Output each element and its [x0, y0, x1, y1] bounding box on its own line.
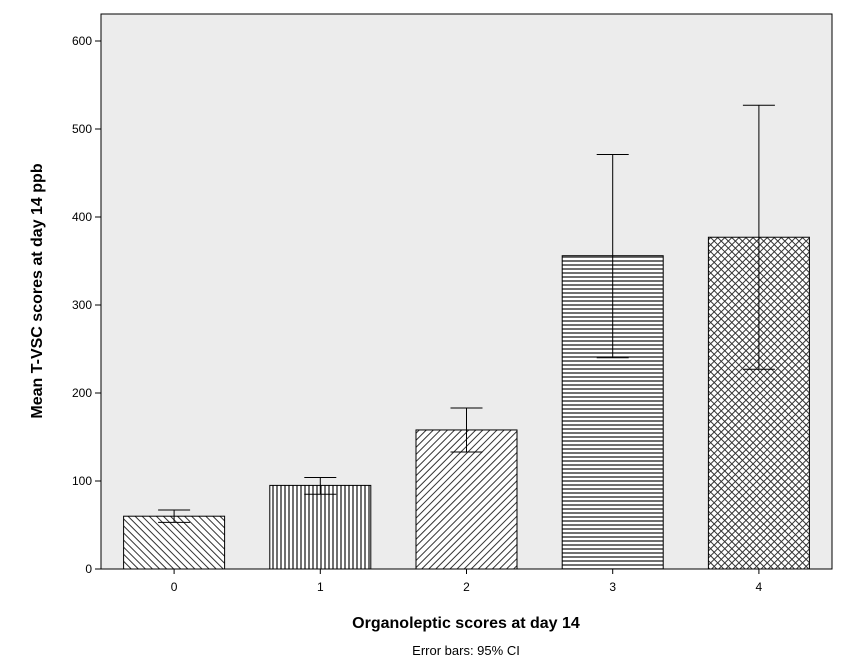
x-tick-label-0: 0 [171, 580, 178, 594]
bar-2 [415, 429, 518, 570]
y-axis-title: Mean T-VSC scores at day 14 ppb [29, 163, 46, 418]
y-tick-label: 400 [72, 210, 92, 224]
y-tick-label: 200 [72, 386, 92, 400]
y-tick-label: 0 [85, 562, 92, 576]
error-bars-note: Error bars: 95% CI [412, 643, 520, 658]
y-tick-label: 600 [72, 34, 92, 48]
y-tick-label: 300 [72, 298, 92, 312]
x-tick-label-4: 4 [756, 580, 763, 594]
x-tick-label-1: 1 [317, 580, 324, 594]
x-tick-label-2: 2 [463, 580, 470, 594]
y-tick-label: 500 [72, 122, 92, 136]
bar-0 [123, 515, 226, 570]
bar-1 [269, 484, 372, 570]
x-axis: 0 1 2 3 4 [171, 569, 763, 594]
x-tick-label-3: 3 [609, 580, 616, 594]
error-bars-group [158, 104, 775, 523]
y-axis: 0 100 200 300 400 500 600 [72, 34, 101, 576]
x-axis-title: Organoleptic scores at day 14 [352, 615, 580, 632]
y-tick-label: 100 [72, 474, 92, 488]
